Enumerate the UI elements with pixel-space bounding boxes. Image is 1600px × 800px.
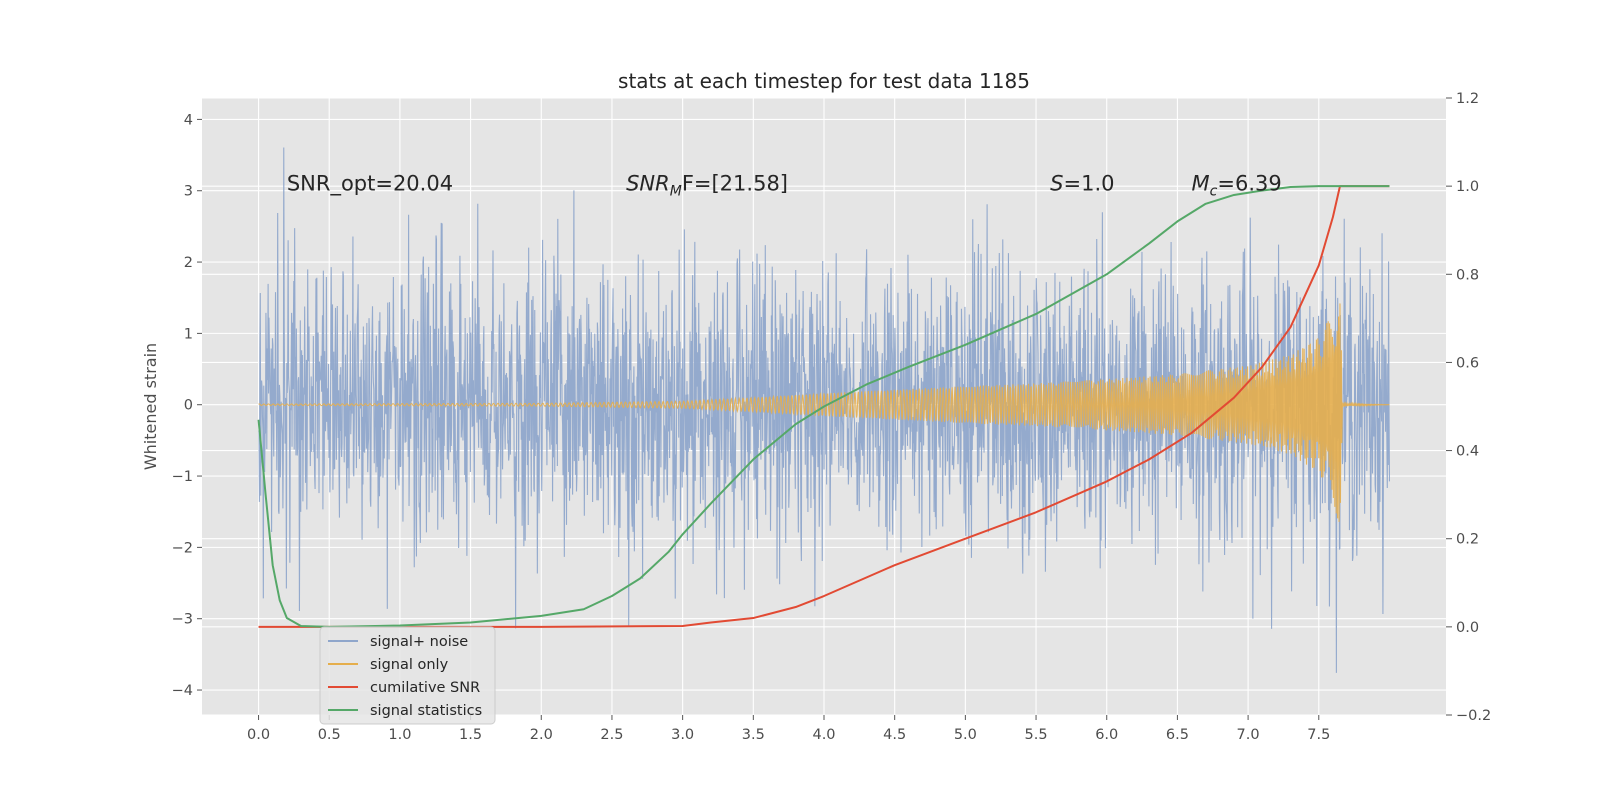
x-tick-label: 6.5 <box>1166 727 1189 743</box>
annotation-1: SNRMF=[21.58] <box>626 172 788 200</box>
y-tick-label: −2 <box>172 540 193 556</box>
y2-tick-label: 0.8 <box>1456 267 1479 283</box>
y2-tick-label: 0.2 <box>1456 532 1479 548</box>
y-axis-label: Whitened strain <box>141 343 160 470</box>
series-cumilative-snr <box>258 185 1390 628</box>
legend-label-2: cumilative SNR <box>370 680 480 696</box>
x-tick-label: 3.0 <box>671 727 694 743</box>
y-tick-label: 2 <box>184 255 193 271</box>
x-tick-label: 5.5 <box>1025 727 1048 743</box>
y-tick-label: −3 <box>172 612 193 628</box>
x-tick-label: 0.0 <box>247 727 270 743</box>
y2-tick-label: 0.6 <box>1456 355 1479 371</box>
series-layer <box>257 147 1390 673</box>
y2-tick-label: 1.2 <box>1456 91 1479 107</box>
x-tick-label: 1.5 <box>459 727 482 743</box>
y-tick-label: 4 <box>184 112 193 128</box>
y-tick-label: −4 <box>172 683 193 699</box>
x-tick-label: 5.0 <box>954 727 977 743</box>
x-tick-label: 2.0 <box>530 727 553 743</box>
x-tick-label: 4.5 <box>883 727 906 743</box>
x-tick-label: 2.5 <box>600 727 623 743</box>
x-tick-label: 6.0 <box>1095 727 1118 743</box>
y2-tick-label: 1.0 <box>1456 179 1479 195</box>
axes: 0.0 0.5 1.0 1.5 2.0 2.5 3.0 3.5 4.0 4.5 5.0 5.5 6.0 6… <box>172 91 1492 743</box>
legend: signal+ noise signal only cumilative SNR si… <box>319 626 496 725</box>
annotation-2: S=1.0 <box>1050 172 1114 196</box>
y-tick-label: −1 <box>172 469 193 485</box>
chart-title: stats at each timestep for test data 118… <box>618 69 1030 93</box>
x-tick-label: 3.5 <box>742 727 765 743</box>
x-tick-label: 7.5 <box>1307 727 1330 743</box>
legend-box <box>319 626 496 725</box>
series-signal-statistics <box>257 185 1390 628</box>
legend-label-0: signal+ noise <box>370 634 468 650</box>
series-signal-only <box>258 303 1390 522</box>
y2-tick-label: 0.0 <box>1456 620 1479 636</box>
annotation-0: SNR_opt=20.04 <box>287 172 453 197</box>
x-tick-label: 1.0 <box>388 727 411 743</box>
legend-label-3: signal statistics <box>370 703 482 719</box>
x-tick-label: 7.0 <box>1237 727 1260 743</box>
y2-tick-label: −0.2 <box>1456 708 1491 724</box>
legend-label-1: signal only <box>370 657 449 673</box>
y-tick-label: 1 <box>184 326 193 342</box>
y-tick-label: 0 <box>184 398 193 414</box>
y-tick-label: 3 <box>184 184 193 200</box>
annotation-3: Mc=6.39 <box>1192 172 1282 200</box>
x-tick-label: 4.0 <box>812 727 835 743</box>
annotations: SNR_opt=20.04 SNRMF=[21.58] S=1.0 Mc=6.39 <box>287 172 1282 200</box>
y2-tick-label: 0.4 <box>1456 444 1479 460</box>
x-tick-label: 0.5 <box>318 727 341 743</box>
